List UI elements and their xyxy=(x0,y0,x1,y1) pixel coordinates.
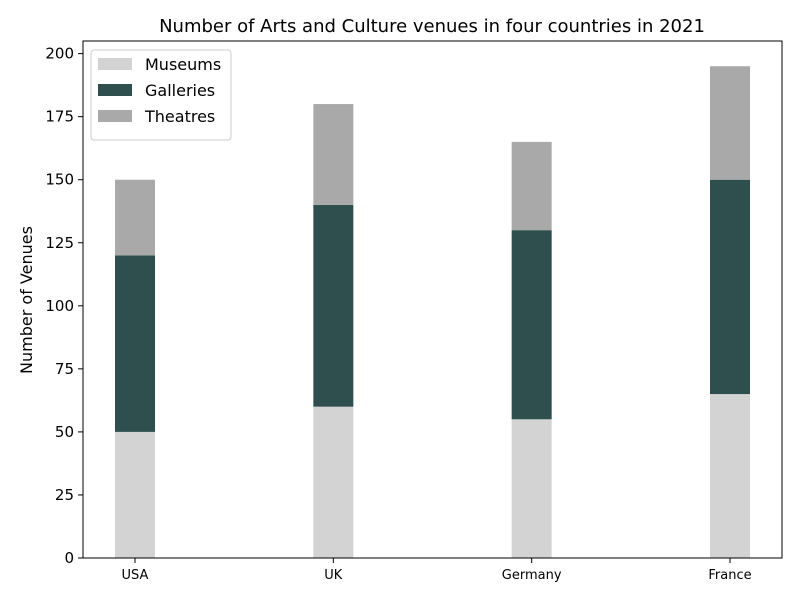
y-tick-label: 175 xyxy=(45,108,74,126)
y-tick-label: 50 xyxy=(55,423,74,441)
y-tick-label: 25 xyxy=(55,486,74,504)
legend-label-museums: Museums xyxy=(145,55,221,74)
x-tick-label: France xyxy=(708,568,751,583)
legend-swatch-galleries xyxy=(98,84,132,96)
bar-galleries-usa xyxy=(115,255,155,432)
y-tick-label: 150 xyxy=(45,171,74,189)
y-tick-label: 200 xyxy=(45,45,74,63)
legend-swatch-theatres xyxy=(98,110,132,122)
y-tick-label: 0 xyxy=(64,549,74,567)
x-tick-label: Germany xyxy=(502,568,562,583)
bars-layer xyxy=(115,66,750,558)
bar-museums-uk xyxy=(313,406,354,558)
bar-galleries-uk xyxy=(313,204,354,407)
y-tick-label: 100 xyxy=(45,297,74,315)
legend-swatch-museums xyxy=(98,58,132,70)
bar-theatres-france xyxy=(710,66,750,180)
y-tick-label: 75 xyxy=(55,360,74,378)
bar-theatres-germany xyxy=(511,141,552,231)
x-tick-label: UK xyxy=(324,568,343,583)
plot-frame xyxy=(82,40,783,559)
chart-title: Number of Arts and Culture venues in fou… xyxy=(159,16,705,37)
legend: Museums Galleries Theatres xyxy=(90,49,232,141)
bar-museums-france xyxy=(710,394,750,558)
y-axis-label: Number of Venues xyxy=(17,226,36,374)
y-tick-label: 125 xyxy=(45,234,74,252)
bar-museums-usa xyxy=(115,431,155,558)
x-tick-label: USA xyxy=(122,568,149,583)
legend-label-theatres: Theatres xyxy=(144,107,215,126)
legend-label-galleries: Galleries xyxy=(145,81,215,100)
bar-theatres-uk xyxy=(313,104,354,205)
ticks-layer: 0 25 50 75 100 125 150 175 200 USA UK Germany France xyxy=(45,45,751,583)
bar-museums-germany xyxy=(511,419,552,558)
bar-galleries-france xyxy=(710,179,750,395)
bar-theatres-usa xyxy=(115,179,155,256)
bar-galleries-germany xyxy=(511,230,552,420)
